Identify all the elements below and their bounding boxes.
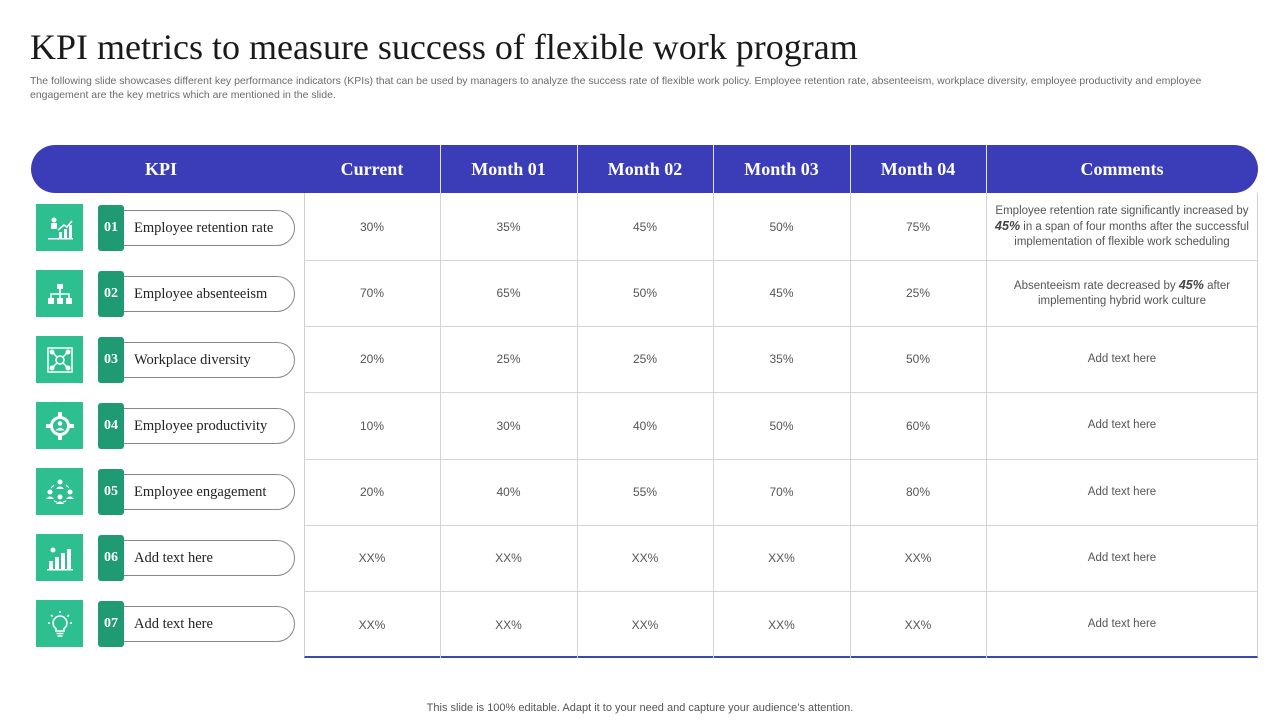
cell-month-04: 80% [905,485,931,499]
cell-comment: Absenteeism rate decreased by 45% after … [986,260,1258,326]
grid-line [304,392,1258,393]
comment-text: Absenteeism rate decreased by [1013,279,1176,292]
cell-comment: Add text here [1087,551,1157,564]
cell-month-04: XX% [904,617,932,632]
cell-month-04: 60% [905,418,931,433]
cell-month-02: 45% [632,219,658,234]
cell-comment: Add text here [1087,419,1157,431]
cell-comment: Employee retention rate significantly in… [986,193,1258,260]
header-month-01: Month 01 [471,158,546,179]
cell-month-03: 70% [769,485,794,499]
cell-month-01: 40% [496,485,521,499]
cell-month-02: 50% [632,286,658,300]
cell-comment: Add text here [1087,352,1157,365]
header-month-02: Month 02 [607,158,683,179]
header-current: Current [340,158,404,179]
cell-month-04: XX% [904,551,932,565]
growth-chart-icon [36,204,83,251]
grid-line [850,193,851,658]
header-month-03: Month 03 [744,158,819,179]
cell-current: XX% [358,551,386,565]
lightbulb-icon [36,600,83,647]
kpi-number-4: 04 [98,403,124,449]
cell-current: 70% [359,286,385,300]
grid-line [304,525,1258,526]
cell-month-04: 75% [905,219,931,234]
comment-highlight: 45% [1178,277,1204,292]
kpi-label-2: Employee absenteeism [104,276,295,312]
team-icon [36,468,83,515]
slide-footer: This slide is 100% editable. Adapt it to… [426,702,854,714]
cell-month-03: XX% [768,551,795,565]
kpi-label-5: Employee engagement [104,474,295,510]
grid-line [304,326,1258,327]
cell-month-01: 65% [496,286,521,300]
grid-line [577,193,578,658]
header-comments: Comments [1080,158,1164,179]
cell-month-03: 50% [769,219,794,234]
cell-month-01: 25% [496,352,521,366]
slide-subtitle: The following slide showcases different … [30,75,1202,101]
cell-month-01: XX% [495,551,522,565]
kpi-number-2: 02 [98,271,124,317]
kpi-number-3: 03 [98,337,124,383]
bar-chart-icon [36,534,83,581]
kpi-label-3: Workplace diversity [104,342,295,378]
grid-line [440,193,441,658]
grid-line [304,459,1258,460]
slide-title: KPI metrics to measure success of flexib… [30,27,858,67]
grid-line [304,591,1258,592]
grid-line [304,260,1258,261]
cell-month-03: 35% [769,352,794,366]
kpi-number-5: 05 [98,469,124,515]
cell-month-04: 50% [905,352,931,366]
cell-month-03: 50% [769,418,794,433]
cell-month-02: 25% [632,352,658,366]
network-icon [36,336,83,383]
cell-month-02: 40% [632,418,658,433]
cell-month-02: 55% [632,485,658,499]
hierarchy-icon [36,270,83,317]
cell-current: XX% [358,617,386,632]
kpi-label-1: Employee retention rate [104,210,295,246]
cell-month-01: 30% [496,418,521,433]
header-divider [440,145,441,193]
header-kpi: KPI [144,158,177,179]
cell-comment: Add text here [1087,485,1157,498]
gear-person-icon [36,402,83,449]
cell-month-03: XX% [768,617,795,632]
header-divider [986,145,987,193]
cell-current: 20% [359,485,385,499]
kpi-label-7: Add text here [104,606,295,642]
cell-month-03: 45% [769,286,794,300]
comment-text: Employee retention rate significantly in… [995,204,1249,217]
cell-month-01: 35% [496,219,521,234]
header-month-04: Month 04 [880,158,956,179]
comment-text: in a span of four months after the succe… [1014,220,1249,248]
cell-current: 10% [359,418,385,433]
kpi-number-1: 01 [98,205,124,251]
kpi-label-6: Add text here [104,540,295,576]
cell-comment: Add text here [1087,618,1157,630]
cell-month-02: XX% [631,617,659,632]
grid-line [713,193,714,658]
kpi-number-7: 07 [98,601,124,647]
header-divider [713,145,714,193]
kpi-label-4: Employee productivity [104,408,295,444]
kpi-number-6: 06 [98,535,124,581]
cell-current: 20% [359,352,385,366]
comment-highlight: 45% [995,218,1021,233]
header-divider [577,145,578,193]
cell-month-01: XX% [495,617,522,632]
grid-line [986,193,987,658]
cell-month-04: 25% [905,286,931,300]
cell-month-02: XX% [631,551,659,565]
kpi-table-grid [304,193,1258,658]
table-header-bar [31,145,1258,193]
header-divider [850,145,851,193]
comment-text: after implementing hybrid work culture [1037,279,1231,307]
cell-current: 30% [359,219,385,234]
